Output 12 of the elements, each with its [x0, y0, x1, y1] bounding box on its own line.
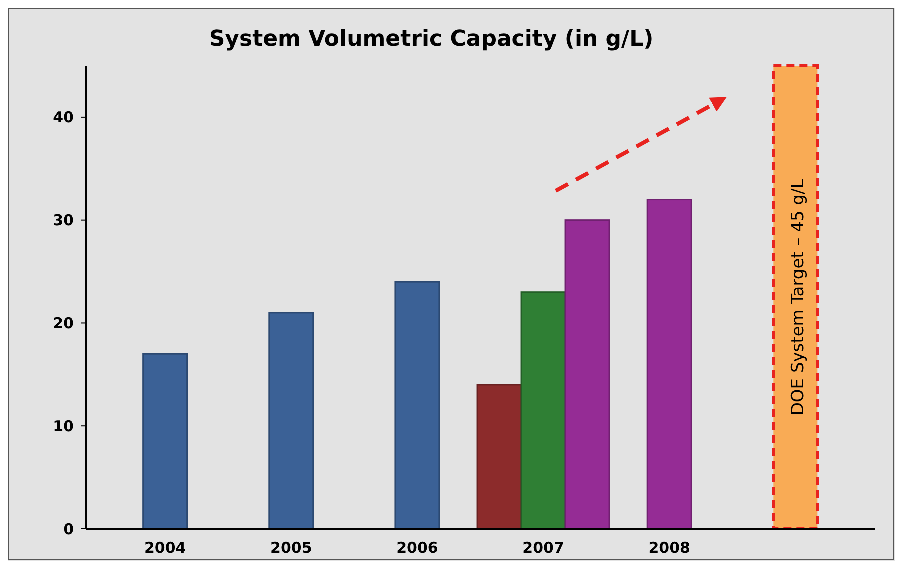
x-tick-label: 2004 — [144, 539, 186, 557]
chart-title: System Volumetric Capacity (in g/L) — [209, 27, 654, 52]
x-tick-label: 2007 — [522, 539, 564, 557]
y-tick-label: 40 — [53, 108, 74, 127]
y-tick-label: 10 — [53, 417, 74, 436]
x-tick-label: 2006 — [396, 539, 438, 557]
y-tick-label: 30 — [53, 212, 74, 230]
x-tick-label: 2008 — [648, 539, 690, 557]
y-tick-label: 0 — [64, 520, 74, 538]
x-tick-label: 2005 — [270, 539, 312, 557]
annotation: DOE System Target – 45 g/L — [788, 178, 809, 416]
y-tick-label: 20 — [53, 314, 74, 332]
